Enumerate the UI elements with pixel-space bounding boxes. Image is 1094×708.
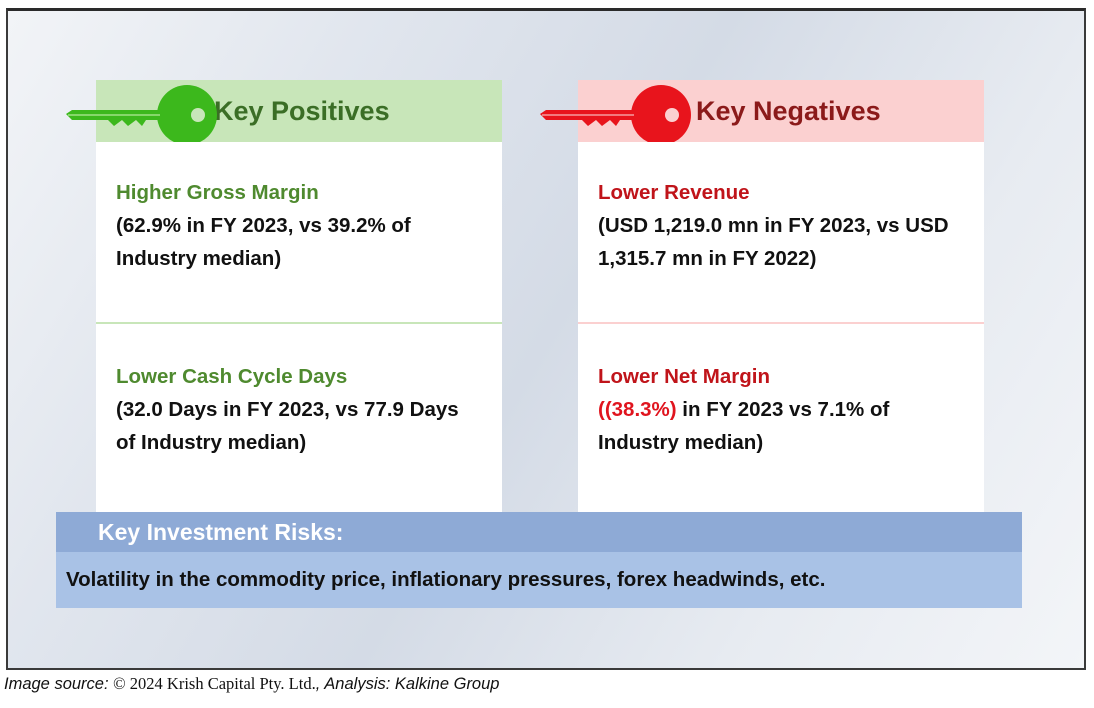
caption-source: © 2024 Krish Capital Pty. Ltd.	[113, 674, 316, 693]
investment-risks-text: Volatility in the commodity price, infla…	[66, 568, 826, 591]
investment-risks-title: Key Investment Risks:	[98, 518, 344, 545]
negative-item-body: (USD 1,219.0 mn in FY 2023, vs USD 1,315…	[598, 214, 949, 270]
negative-item-body: ((38.3%) in FY 2023 vs 7.1% of Industry …	[598, 393, 964, 459]
investment-risks-header: Key Investment Risks:	[56, 512, 1022, 552]
image-source-caption: Image source: © 2024 Krish Capital Pty. …	[4, 674, 499, 694]
negative-item-title: Lower Revenue	[598, 181, 750, 204]
positive-card-gross-margin: Higher Gross Margin (62.9% in FY 2023, v…	[96, 142, 502, 326]
caption-prefix: Image source:	[4, 675, 114, 693]
positive-item-body: (62.9% in FY 2023, vs 39.2% of Industry …	[116, 214, 411, 270]
green-key-icon	[66, 85, 217, 142]
negative-card-revenue: Lower Revenue (USD 1,219.0 mn in FY 2023…	[578, 142, 984, 326]
key-positives-title: Key Positives	[214, 95, 390, 126]
positive-item-title: Lower Cash Cycle Days	[116, 365, 348, 388]
positive-card-cash-cycle: Lower Cash Cycle Days (32.0 Days in FY 2…	[96, 324, 502, 522]
body-prefix: (	[598, 398, 605, 421]
key-negatives-title: Key Negatives	[696, 95, 881, 126]
net-margin-highlight: (38.3%)	[604, 398, 677, 421]
caption-separator: ,	[315, 675, 325, 693]
negative-item-title: Lower Net Margin	[598, 365, 770, 388]
positive-item-body: (32.0 Days in FY 2023, vs 77.9 Days of I…	[116, 398, 459, 454]
negative-card-net-margin: Lower Net Margin ((38.3%) in FY 2023 vs …	[578, 324, 984, 522]
caption-analysis: Analysis: Kalkine Group	[324, 675, 500, 693]
investment-risks-body: Volatility in the commodity price, infla…	[56, 552, 1022, 608]
positive-item-title: Higher Gross Margin	[116, 181, 319, 204]
red-key-icon	[540, 85, 691, 142]
body-suffix: in FY 2023 vs 7.1% of Industry median)	[598, 398, 890, 454]
